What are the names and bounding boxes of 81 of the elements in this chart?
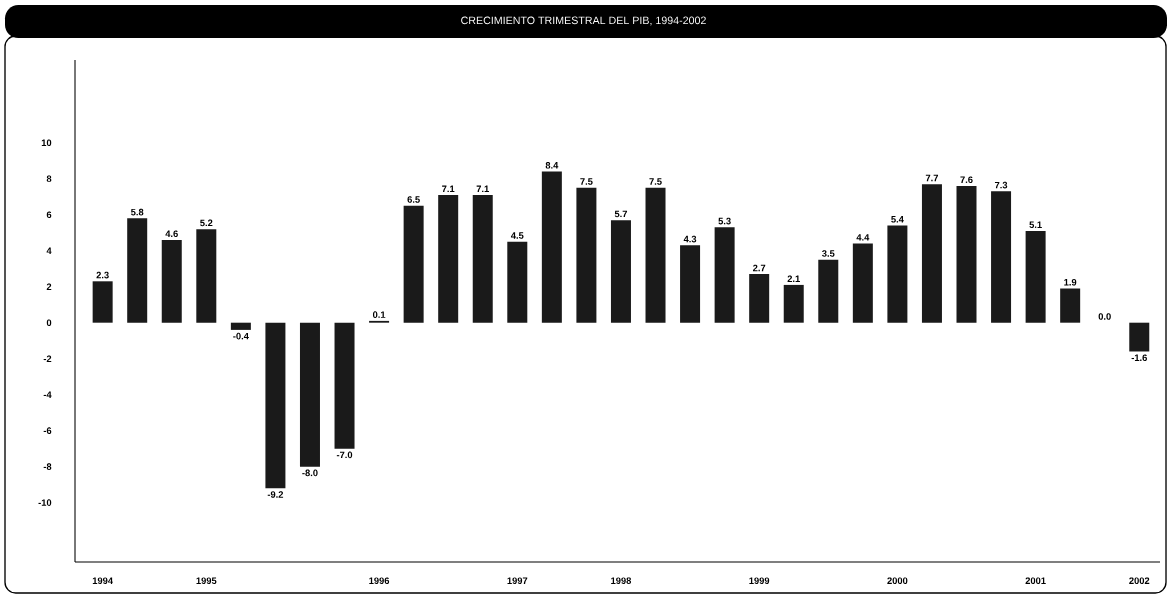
- bar: [991, 191, 1012, 323]
- bar: [403, 205, 424, 323]
- data-label: 7.7: [925, 174, 939, 182]
- bar: [92, 281, 113, 323]
- bar: [818, 259, 839, 323]
- y-tick-label: -10: [38, 499, 52, 506]
- data-label: 0.1: [372, 311, 386, 318]
- data-label: 5.3: [718, 217, 731, 225]
- data-label: 4.4: [856, 234, 870, 241]
- bar: [1129, 322, 1150, 352]
- bar: [680, 245, 701, 323]
- bar: [749, 274, 770, 323]
- data-label: 3.5: [822, 250, 835, 257]
- y-tick-label: -2: [43, 355, 52, 362]
- data-label: 0.0: [1098, 313, 1111, 320]
- data-label: 5.4: [891, 216, 904, 223]
- bar: [334, 322, 355, 449]
- data-label: 8.4: [545, 162, 559, 169]
- data-label: 5.8: [131, 208, 144, 216]
- bar: [472, 194, 493, 323]
- data-label: 4.3: [683, 235, 697, 243]
- data-label: 2.3: [96, 271, 109, 279]
- x-tick-label: 1997: [507, 577, 528, 584]
- bar: [783, 284, 804, 323]
- data-label: -1.6: [1131, 354, 1147, 362]
- x-tick-label: 1994: [92, 577, 113, 584]
- data-label: 7.1: [476, 185, 489, 193]
- y-tick-label: 2: [46, 283, 52, 290]
- y-tick-label: 4: [46, 247, 52, 254]
- data-label: 5.2: [200, 219, 213, 227]
- bar: [127, 218, 148, 323]
- bar: [299, 322, 320, 467]
- bar: [230, 322, 251, 330]
- bar: [161, 239, 182, 323]
- bar: [887, 225, 908, 323]
- bar: [921, 184, 942, 323]
- bar: [438, 194, 459, 323]
- data-label: 7.3: [994, 181, 1008, 189]
- data-label: 6.5: [407, 196, 420, 203]
- data-label: 7.6: [960, 176, 973, 184]
- data-label: 2.7: [753, 264, 766, 272]
- x-tick-label: 1999: [749, 577, 770, 584]
- bar: [1025, 230, 1046, 323]
- x-tick-label: 1996: [369, 577, 390, 584]
- y-tick-label: 8: [46, 175, 52, 183]
- y-tick-label: 10: [41, 139, 52, 147]
- data-label: 4.6: [165, 230, 178, 237]
- data-label: -0.4: [233, 332, 249, 340]
- bar: [956, 185, 977, 323]
- x-tick-label: 2002: [1129, 577, 1150, 584]
- data-label: 4.5: [510, 232, 524, 239]
- bar: [196, 229, 217, 323]
- y-tick-label: -6: [43, 427, 52, 434]
- data-label: -9.2: [267, 491, 284, 498]
- chart-title: CRECIMIENTO TRIMESTRAL DEL PIB, 1994-2002: [461, 16, 706, 26]
- data-label: 7.5: [649, 178, 662, 185]
- y-tick-label: 0: [46, 319, 52, 326]
- bar: [265, 322, 286, 489]
- bar: [507, 241, 528, 323]
- bar: [852, 243, 873, 323]
- data-label: -7.0: [336, 451, 353, 459]
- data-label: 7.5: [580, 178, 593, 185]
- data-label: 5.7: [614, 210, 628, 218]
- x-tick-label: 2001: [1025, 577, 1046, 584]
- x-tick-label: 2000: [887, 577, 908, 584]
- x-tick-label: 1998: [611, 577, 632, 584]
- bar: [541, 171, 562, 323]
- data-label: 5.1: [1029, 221, 1042, 228]
- data-label: 2.1: [787, 275, 800, 282]
- bar: [645, 187, 666, 323]
- bar: [714, 227, 735, 323]
- bar: [610, 220, 631, 323]
- data-label: 1.9: [1064, 278, 1077, 286]
- data-label: -8.0: [302, 469, 318, 477]
- x-tick-label: 1995: [196, 577, 217, 584]
- y-tick-label: 6: [46, 211, 52, 219]
- data-label: 7.1: [442, 185, 455, 193]
- bar: [576, 187, 597, 323]
- y-tick-label: -8: [43, 463, 52, 470]
- y-tick-label: -4: [43, 391, 52, 398]
- bar: [1060, 288, 1081, 323]
